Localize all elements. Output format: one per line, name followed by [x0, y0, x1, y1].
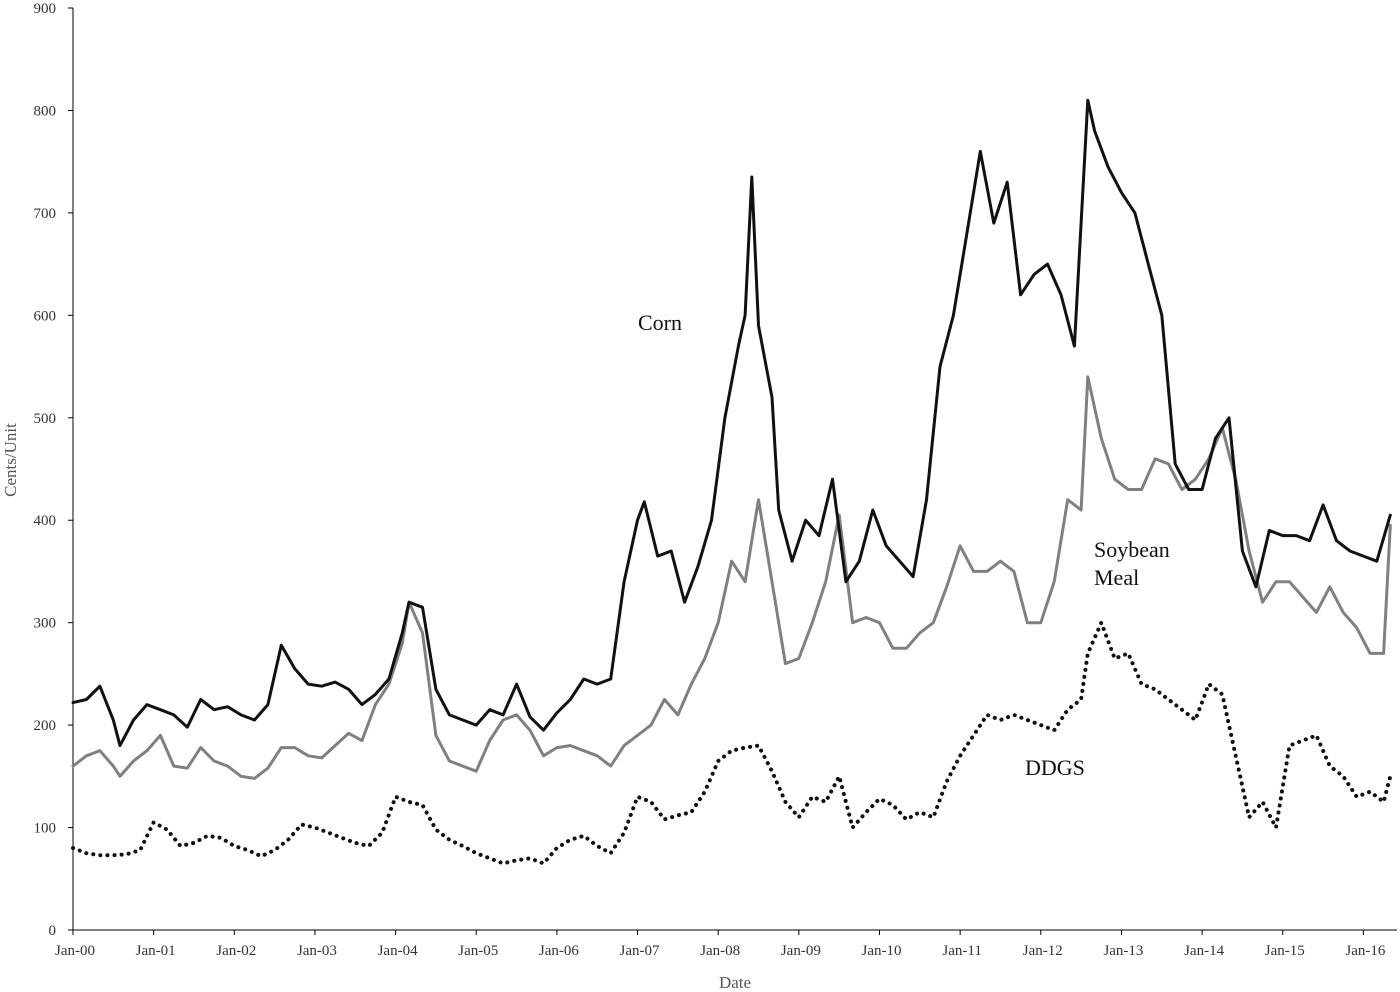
series-label-corn: Corn: [638, 310, 682, 335]
x-tick-label: Jan-02: [216, 943, 256, 959]
y-axis-title: Cents/Unit: [1, 423, 20, 497]
x-tick-label: Jan-12: [1023, 943, 1063, 959]
x-tick-label: Jan-14: [1184, 943, 1224, 959]
x-tick-label: Jan-04: [378, 943, 418, 959]
y-axis-ticks: 0 100 200 300 400 500 600 700 800 900: [34, 1, 73, 939]
x-axis-title: Date: [719, 973, 751, 992]
series-line-soybean-meal: [71, 375, 1392, 780]
x-tick-label: Jan-00: [55, 943, 95, 959]
y-tick-label: 800: [34, 103, 57, 119]
x-axis-ticks: Jan-00 Jan-01 Jan-02 Jan-03 Jan-04 Jan-05 Jan-…: [55, 930, 1386, 959]
y-tick-label: 500: [34, 411, 57, 427]
y-tick-label: 600: [34, 308, 57, 324]
chart-axes: [72, 8, 1397, 931]
x-tick-label: Jan-10: [861, 943, 901, 959]
x-tick-label: Jan-15: [1265, 943, 1305, 959]
x-tick-label: Jan-03: [297, 943, 337, 959]
y-tick-label: 0: [49, 923, 57, 939]
x-tick-label: Jan-01: [136, 943, 176, 959]
series-line-corn: [71, 98, 1392, 748]
y-tick-label: 100: [34, 821, 57, 837]
x-tick-label: Jan-11: [942, 943, 981, 959]
series-label-soybean-meal: Soybean Meal: [1094, 537, 1170, 590]
x-tick-label: Jan-06: [539, 943, 579, 959]
y-tick-label: 200: [34, 718, 57, 734]
y-tick-label: 300: [34, 616, 57, 632]
x-tick-label: Jan-07: [620, 943, 660, 959]
x-tick-label: Jan-08: [700, 943, 740, 959]
x-tick-label: Jan-09: [781, 943, 821, 959]
y-tick-label: 700: [34, 206, 57, 222]
series-labels: Corn Soybean Meal DDGS: [638, 310, 1170, 780]
series-label-ddgs: DDGS: [1025, 755, 1085, 780]
series-line-ddgs: [71, 620, 1393, 866]
series-layer: [71, 98, 1393, 866]
y-tick-label: 900: [34, 1, 57, 17]
y-tick-label: 400: [34, 513, 57, 529]
x-tick-label: Jan-13: [1103, 943, 1143, 959]
x-tick-label: Jan-16: [1345, 943, 1385, 959]
x-tick-label: Jan-05: [458, 943, 498, 959]
